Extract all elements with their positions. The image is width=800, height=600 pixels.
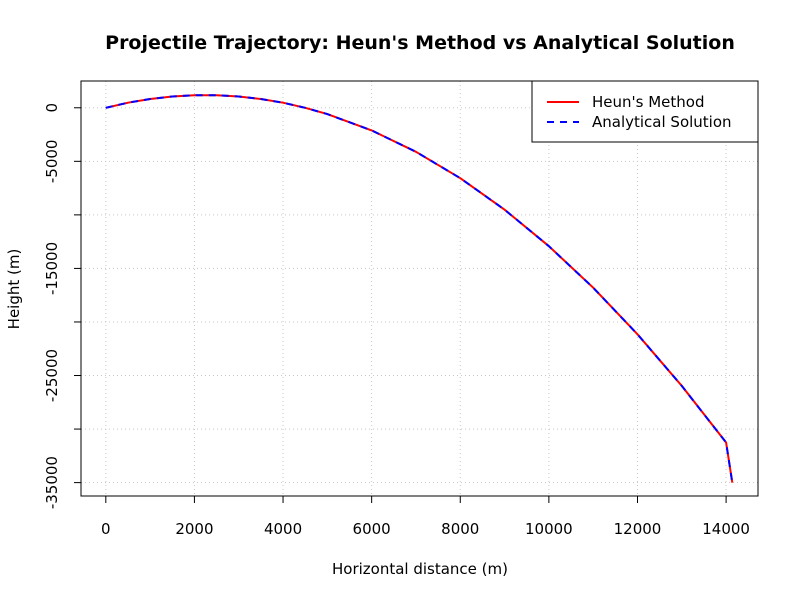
y-tick-label: -35000 <box>43 456 61 509</box>
series-line <box>105 94 734 483</box>
series-lines <box>105 94 734 483</box>
x-tick-label: 4000 <box>264 520 302 538</box>
gridlines <box>81 81 758 496</box>
legend: Heun's Method Analytical Solution <box>531 80 759 143</box>
y-tick-label: -25000 <box>43 349 61 402</box>
x-tick-label: 14000 <box>702 520 750 538</box>
x-tick-label: 2000 <box>175 520 213 538</box>
x-tick-label: 12000 <box>614 520 662 538</box>
x-tick-label: 0 <box>101 520 111 538</box>
y-tick-label: -5000 <box>43 140 61 184</box>
legend-box <box>531 80 759 143</box>
x-axis-label: Horizontal distance (m) <box>332 560 508 578</box>
y-tick-label: -15000 <box>43 242 61 295</box>
x-tick-label: 8000 <box>441 520 479 538</box>
y-axis-label: Height (m) <box>5 249 23 330</box>
x-axis: 0 2000 4000 6000 8000 10000 12000 14000 <box>101 495 750 538</box>
legend-label: Heun's Method <box>592 93 705 111</box>
x-tick-label: 6000 <box>353 520 391 538</box>
x-tick-label: 10000 <box>525 520 573 538</box>
legend-label: Analytical Solution <box>592 113 732 131</box>
chart-title: Projectile Trajectory: Heun's Method vs … <box>105 32 735 54</box>
series-line <box>105 94 734 483</box>
y-axis: 0 -5000 -15000 -25000 -35000 <box>43 103 82 509</box>
plot-frame <box>80 80 759 497</box>
y-tick-label: 0 <box>43 103 61 113</box>
